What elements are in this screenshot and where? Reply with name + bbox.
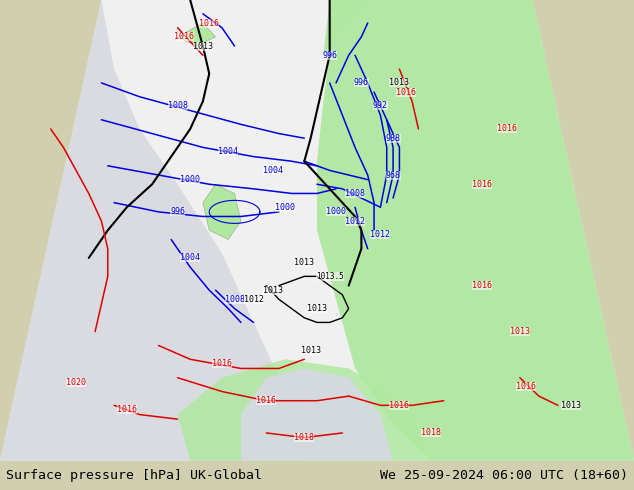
Text: 988: 988 [385, 134, 401, 143]
Text: 996: 996 [170, 207, 185, 217]
Polygon shape [203, 184, 241, 240]
Text: 1013: 1013 [560, 401, 581, 410]
Polygon shape [0, 0, 634, 461]
Text: 1016: 1016 [472, 180, 492, 189]
Text: 1000: 1000 [275, 203, 295, 212]
Text: 1013: 1013 [389, 78, 410, 87]
Text: 992: 992 [373, 101, 388, 110]
Text: 996: 996 [354, 78, 369, 87]
Text: 1013: 1013 [294, 258, 314, 267]
Text: 1000: 1000 [180, 175, 200, 184]
Text: 1004: 1004 [218, 147, 238, 156]
Text: 1016: 1016 [497, 124, 517, 133]
Text: 1004: 1004 [262, 166, 283, 175]
Text: 1008: 1008 [224, 295, 245, 304]
Text: 968: 968 [385, 171, 401, 179]
Text: 996: 996 [322, 51, 337, 60]
Text: 1012: 1012 [345, 217, 365, 225]
Text: 1012: 1012 [243, 295, 264, 304]
Polygon shape [317, 0, 634, 461]
Text: We 25-09-2024 06:00 UTC (18+60): We 25-09-2024 06:00 UTC (18+60) [380, 469, 628, 482]
Polygon shape [178, 359, 431, 461]
Text: Surface pressure [hPa] UK-Global: Surface pressure [hPa] UK-Global [6, 469, 262, 482]
Polygon shape [323, 0, 368, 55]
Text: 1013.5: 1013.5 [316, 272, 344, 281]
Text: 1016: 1016 [396, 88, 416, 97]
Text: 1013: 1013 [307, 304, 327, 313]
Text: 1013: 1013 [193, 42, 213, 50]
Text: 1013: 1013 [301, 345, 321, 355]
Text: 1008: 1008 [167, 101, 188, 110]
Text: 1012: 1012 [370, 230, 391, 240]
Text: 1016: 1016 [472, 281, 492, 290]
Text: 1008: 1008 [345, 189, 365, 198]
Polygon shape [0, 0, 298, 461]
Text: 1016: 1016 [256, 396, 276, 405]
Text: 1018: 1018 [294, 433, 314, 442]
Polygon shape [241, 368, 393, 461]
Text: 1016: 1016 [199, 19, 219, 27]
Text: 1020: 1020 [66, 378, 86, 387]
Text: 1016: 1016 [516, 382, 536, 392]
Text: 1016: 1016 [389, 401, 410, 410]
Text: 1013: 1013 [262, 286, 283, 294]
Text: 1000: 1000 [326, 207, 346, 217]
Text: 1016: 1016 [212, 359, 232, 368]
Text: 1016: 1016 [117, 405, 137, 415]
Text: 1018: 1018 [421, 428, 441, 438]
Text: 1013: 1013 [510, 327, 530, 336]
Text: 1016: 1016 [174, 32, 194, 41]
Polygon shape [178, 23, 216, 46]
Text: 1004: 1004 [180, 253, 200, 263]
